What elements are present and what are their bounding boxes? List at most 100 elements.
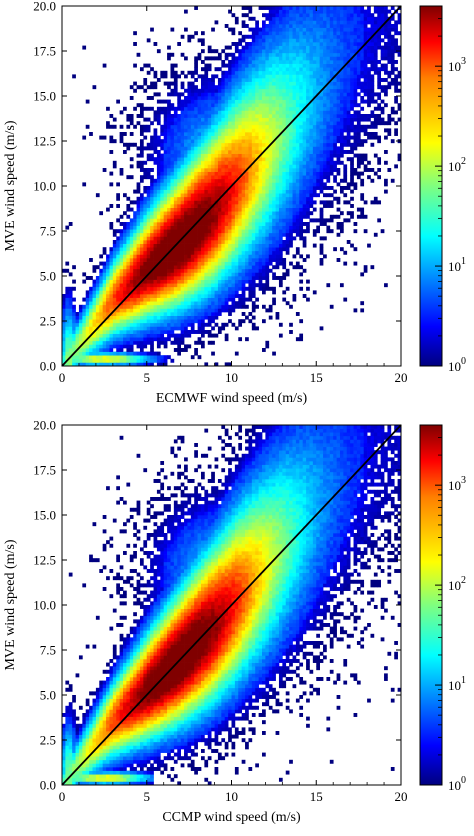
heatmap-cell [116, 326, 120, 331]
heatmap-cell [292, 186, 297, 190]
heatmap-cell [177, 189, 181, 194]
heatmap-cell [248, 74, 253, 79]
heatmap-cell [146, 214, 151, 219]
heatmap-cell [160, 178, 165, 183]
heatmap-cell [89, 337, 93, 342]
heatmap-cell [200, 240, 205, 244]
heatmap-cell [82, 272, 87, 277]
heatmap-cell [184, 178, 188, 183]
heatmap-cell [265, 42, 270, 46]
heatmap-cell [197, 175, 202, 180]
heatmap-cell [177, 261, 181, 266]
heatmap-cell [170, 63, 175, 68]
heatmap-cell [316, 146, 320, 151]
heatmap-cell [187, 294, 192, 298]
heatmap-cell [285, 85, 290, 90]
heatmap-cell [167, 207, 171, 212]
heatmap-cell [268, 60, 273, 64]
heatmap-cell [265, 74, 270, 79]
heatmap-cell [112, 265, 117, 270]
heatmap-cell [316, 132, 320, 136]
heatmap-cell [184, 164, 188, 169]
heatmap-cell [197, 265, 202, 270]
heatmap-cell [177, 178, 181, 183]
heatmap-cell [133, 63, 137, 68]
heatmap-cell [116, 272, 120, 277]
heatmap-cell [265, 114, 270, 118]
heatmap-cell [326, 52, 331, 57]
heatmap-cell [309, 117, 314, 122]
heatmap-cell [238, 247, 243, 252]
heatmap-cell [329, 150, 334, 154]
heatmap-cell [295, 153, 300, 158]
heatmap-cell [241, 186, 246, 190]
heatmap-cell [295, 229, 300, 234]
heatmap-cell [156, 258, 161, 262]
heatmap-cell [224, 225, 229, 230]
heatmap-cell [146, 268, 151, 273]
heatmap-cell [262, 225, 266, 230]
heatmap-cell [89, 362, 93, 367]
heatmap-cell [65, 297, 70, 302]
heatmap-cell [339, 229, 344, 234]
heatmap-cell [119, 250, 124, 255]
heatmap-cell [302, 110, 307, 115]
heatmap-cell [228, 168, 232, 172]
heatmap-cell [187, 70, 192, 75]
heatmap-cell [306, 286, 310, 291]
heatmap-cell [224, 117, 229, 122]
heatmap-cell [255, 96, 259, 100]
heatmap-cell [173, 168, 178, 172]
heatmap-cell [295, 189, 300, 194]
heatmap-cell [228, 218, 232, 223]
heatmap-cell [245, 175, 249, 180]
heatmap-cell [295, 6, 300, 10]
heatmap-cell [251, 175, 256, 180]
heatmap-cell [200, 153, 205, 158]
heatmap-cell [160, 222, 165, 226]
heatmap-cell [173, 182, 178, 187]
heatmap-cell [262, 236, 266, 241]
heatmap-cell [133, 294, 137, 298]
heatmap-cell [173, 322, 178, 327]
heatmap-cell [258, 124, 263, 129]
heatmap-cell [99, 315, 104, 320]
heatmap-cell [187, 171, 192, 176]
heatmap-cell [200, 157, 205, 162]
heatmap-cell [116, 312, 120, 316]
heatmap-cell [194, 142, 198, 147]
heatmap-cell [248, 207, 253, 212]
heatmap-cell [316, 153, 320, 158]
heatmap-cell [150, 200, 154, 205]
heatmap-cell [207, 99, 212, 104]
heatmap-cell [228, 312, 232, 316]
heatmap-cell [180, 121, 185, 126]
heatmap-cell [333, 63, 337, 68]
heatmap-cell [299, 225, 304, 230]
heatmap-cell [289, 56, 293, 61]
heatmap-cell [278, 214, 283, 219]
heatmap-cell [173, 294, 178, 298]
heatmap-cell [139, 261, 144, 266]
heatmap-cell [180, 315, 185, 320]
heatmap-cell [187, 99, 192, 104]
heatmap-cell [306, 13, 310, 18]
heatmap-cell [289, 132, 293, 136]
heatmap-cell [177, 214, 181, 219]
heatmap-cell [319, 70, 324, 75]
heatmap-cell [177, 171, 181, 176]
heatmap-cell [278, 38, 283, 43]
heatmap-cell [194, 121, 198, 126]
heatmap-cell [184, 344, 188, 349]
heatmap-cell [139, 355, 144, 360]
heatmap-cell [92, 279, 97, 284]
heatmap-cell [295, 13, 300, 18]
heatmap-cell [282, 160, 287, 165]
heatmap-cell [177, 326, 181, 331]
heatmap-cell [153, 85, 158, 90]
heatmap-cell [129, 340, 134, 345]
heatmap-cell [248, 132, 253, 136]
heatmap-cell [207, 150, 212, 154]
heatmap-cell [292, 211, 297, 216]
heatmap-cell [143, 301, 148, 306]
